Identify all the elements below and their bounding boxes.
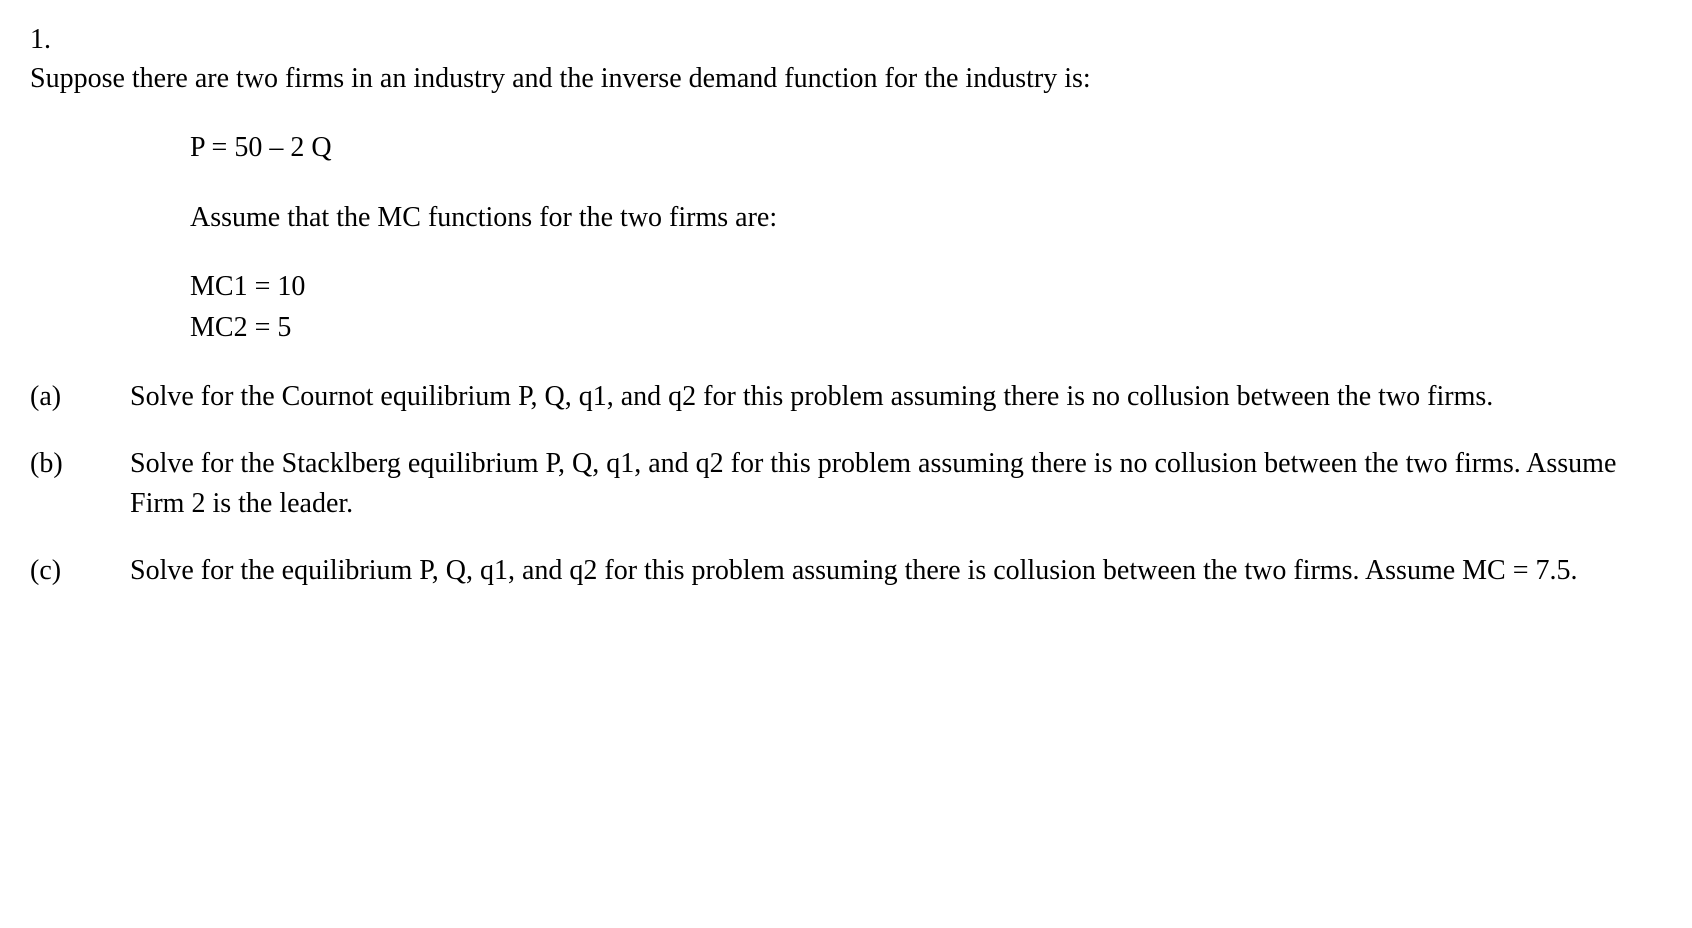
subpart-a-text: Solve for the Cournot equilibrium P, Q, … <box>120 377 1662 416</box>
demand-equation: P = 50 – 2 Q <box>190 128 1662 167</box>
subpart-a: (a) Solve for the Cournot equilibrium P,… <box>30 377 1662 416</box>
mc-intro-text: Assume that the MC functions for the two… <box>190 198 1662 237</box>
subpart-b-text: Solve for the Stacklberg equilibrium P, … <box>120 444 1662 522</box>
subpart-b: (b) Solve for the Stacklberg equilibrium… <box>30 444 1662 522</box>
problem-header: 1. Suppose there are two firms in an ind… <box>30 20 1662 98</box>
problem-intro-text: Suppose there are two firms in an indust… <box>30 59 1612 98</box>
problem-number: 1. <box>30 20 80 59</box>
mc-equation-block: MC1 = 10 MC2 = 5 <box>190 267 1662 347</box>
subpart-c-text: Solve for the equilibrium P, Q, q1, and … <box>120 551 1662 590</box>
subpart-b-label: (b) <box>30 444 120 483</box>
subpart-a-label: (a) <box>30 377 120 416</box>
mc1-equation: MC1 = 10 <box>190 267 1662 306</box>
mc2-equation: MC2 = 5 <box>190 308 1662 347</box>
subpart-c-label: (c) <box>30 551 120 590</box>
demand-equation-block: P = 50 – 2 Q <box>190 128 1662 167</box>
subpart-c: (c) Solve for the equilibrium P, Q, q1, … <box>30 551 1662 590</box>
problem-container: 1. Suppose there are two firms in an ind… <box>30 20 1662 590</box>
